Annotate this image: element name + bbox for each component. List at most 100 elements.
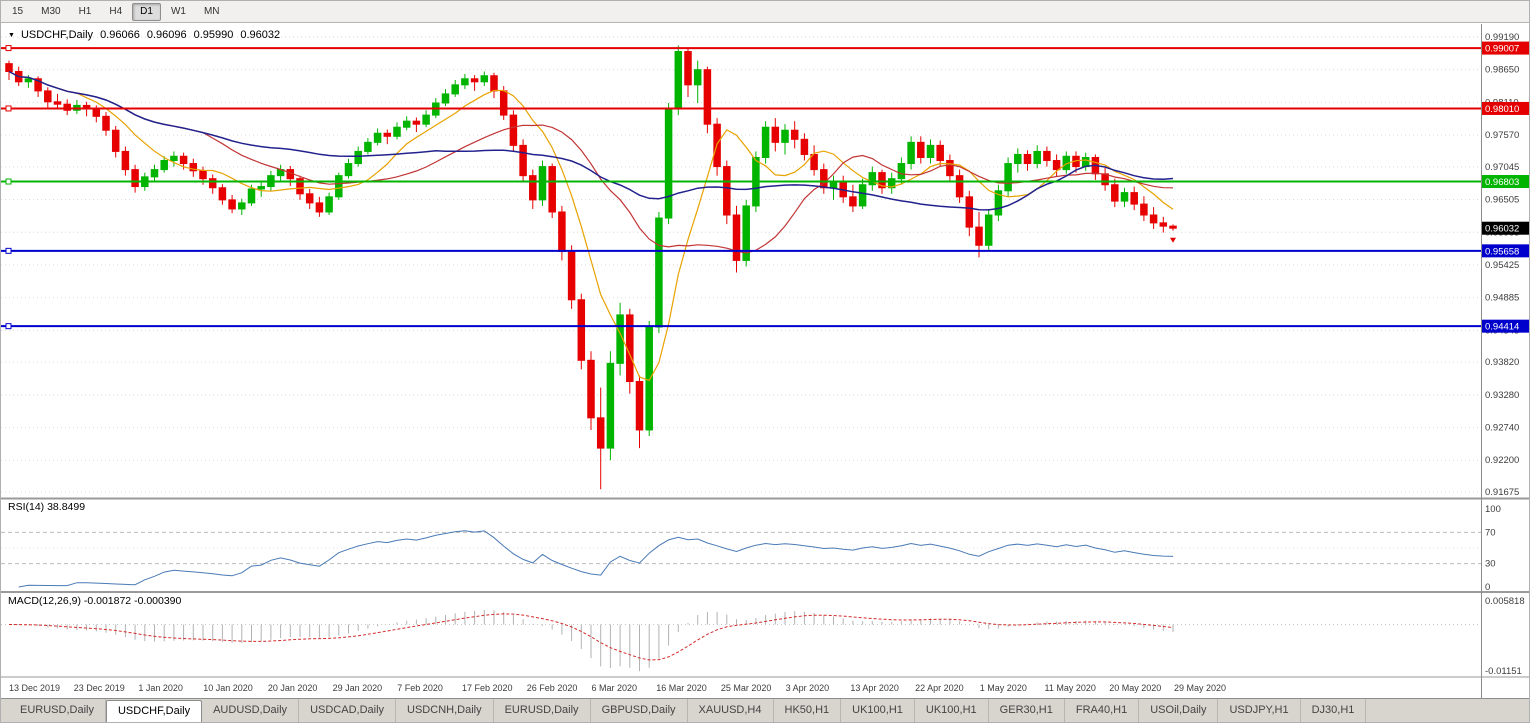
bear-candle [296,178,304,195]
bull-candle [693,69,702,86]
ohlc-close: 0.96032 [240,29,281,41]
bear-candle [684,51,692,86]
bear-candle [577,299,586,361]
macd-signal-line [8,613,1174,661]
bull-candle [24,78,33,83]
date-label: 22 Apr 2020 [915,683,964,693]
chart-tab-usdjpy-h1[interactable]: USDJPY,H1 [1218,699,1301,722]
bear-candle [53,101,62,105]
bear-candle [548,166,556,213]
bull-candle [1014,153,1022,165]
chart-tab-ger30-h1[interactable]: GER30,H1 [989,699,1065,722]
chart-tab-usdcnh-daily[interactable]: USDCNH,Daily [396,699,494,722]
rsi-scale-label: 100 [1485,504,1501,515]
bear-candle [499,90,508,116]
candles-layer[interactable] [5,45,1177,490]
bear-candle [1052,160,1061,171]
bull-candle [664,108,673,219]
date-label: 6 Mar 2020 [592,683,638,693]
bear-candle [218,187,227,201]
bear-candle [383,132,392,137]
line-handle[interactable] [5,45,12,52]
date-label: 26 Feb 2020 [527,683,578,693]
bull-candle [1033,150,1041,165]
bull-candle [461,78,469,86]
bear-candle [558,211,566,252]
timeframe-button-w1[interactable]: W1 [170,5,186,17]
date-label: 11 May 2020 [1045,683,1096,693]
bear-candle [63,103,71,111]
date-label: 20 May 2020 [1109,683,1161,693]
bull-candle [907,141,915,165]
price-badge-label: 0.96032 [1485,224,1519,235]
ohlc-low: 0.95990 [193,29,234,41]
date-axis[interactable]: 13 Dec 2019 23 Dec 2019 1 Jan 2020 10 Jan 2… [9,683,1226,693]
chart-collapse-icon[interactable]: ▼ [8,31,15,39]
bear-candle [965,196,974,228]
price-grid [1,36,1481,493]
price-scale-label: 0.98650 [1485,65,1519,76]
line-handle[interactable] [5,105,12,112]
timeframe-button-h4[interactable]: H4 [109,5,123,17]
bear-candle [1043,150,1051,162]
bear-candle [1149,214,1158,224]
price-badge-label: 0.94414 [1485,322,1519,333]
bull-candle [781,129,789,143]
horizontal-lines[interactable] [1,45,1481,330]
chart-ohlc-readout: ▼ USDCHF,Daily 0.96066 0.96096 0.95990 0… [8,29,280,41]
timeframe-button-h1[interactable]: H1 [78,5,92,17]
bear-candle [1159,222,1168,227]
bear-candle [878,172,886,189]
bear-candle [1111,184,1119,202]
timeframe-toolbar: 15 M30 H1 H4 D1 W1 MN [1,1,1529,23]
chart-tab-usdcad-daily[interactable]: USDCAD,Daily [299,699,397,722]
ohlc-open: 0.96066 [100,29,140,41]
chart-tab-hk50-h1[interactable]: HK50,H1 [774,699,842,722]
line-handle[interactable] [5,323,12,330]
bear-candle [228,199,236,210]
bull-candle [1081,156,1090,168]
bear-candle [305,193,314,204]
chart-tab-xauusd-h4[interactable]: XAUUSD,H4 [688,699,774,722]
bull-candle [373,132,382,143]
chart-tab-fra40-h1[interactable]: FRA40,H1 [1065,699,1140,722]
date-label: 13 Dec 2019 [9,683,60,693]
chart-tab-usoil-daily[interactable]: USOil,Daily [1139,699,1219,722]
bull-candle [402,120,411,128]
price-scale[interactable]: 0.991900.986500.981100.975700.970450.965… [1482,32,1530,498]
chart-tab-dj30-h1[interactable]: DJ30,H1 [1301,699,1367,722]
chart-symbol-label: USDCHF,Daily [20,29,94,41]
date-label: 1 May 2020 [980,683,1027,693]
bear-candle [975,226,983,246]
sma-slow-line [8,70,1174,211]
line-handle[interactable] [5,247,12,254]
line-handle[interactable] [5,178,12,185]
date-label: 13 Apr 2020 [850,683,899,693]
bull-candle [422,114,430,125]
chart-tab-usdchf-daily[interactable]: USDCHF,Daily [105,700,203,722]
bear-candle [936,144,944,162]
chart-tab-eurusd-daily[interactable]: EURUSD,Daily [9,699,106,722]
chart-tabs-bar: EURUSD,Daily USDCHF,Daily AUDUSD,Daily USDC… [1,698,1529,722]
timeframe-button-d1[interactable]: D1 [132,2,161,21]
chart-tab-uk100-h1[interactable]: UK100,H1 [841,699,915,722]
price-scale-label: 0.99190 [1485,32,1519,43]
bull-candle [606,362,615,449]
date-label: 17 Feb 2020 [462,683,513,693]
chart-tab-audusd-daily[interactable]: AUDUSD,Daily [202,699,300,722]
date-label: 10 Jan 2020 [203,683,253,693]
bull-candle [897,163,906,180]
timeframe-button-15[interactable]: 15 [12,5,24,17]
date-label: 23 Dec 2019 [74,683,125,693]
price-badge [1482,41,1529,55]
timeframe-button-mn[interactable]: MN [203,5,220,17]
chart-tab-uk100-h1[interactable]: UK100,H1 [915,699,989,722]
date-label: 7 Feb 2020 [397,683,443,693]
price-badge [1482,244,1529,258]
timeframe-button-m30[interactable]: M30 [41,5,61,17]
chart-tab-eurusd-daily[interactable]: EURUSD,Daily [494,699,591,722]
chart-tab-gbpusd-daily[interactable]: GBPUSD,Daily [591,699,688,722]
date-label: 16 Mar 2020 [656,683,707,693]
date-label: 20 Jan 2020 [268,683,318,693]
